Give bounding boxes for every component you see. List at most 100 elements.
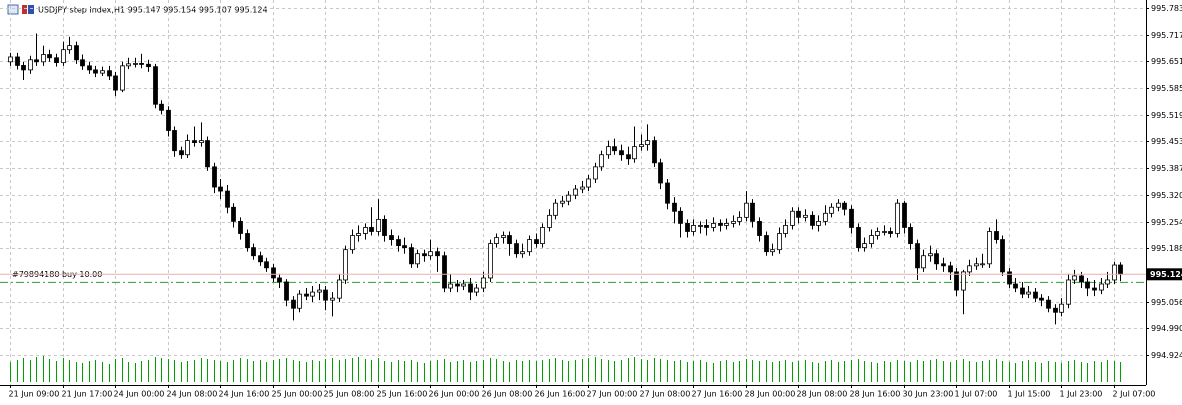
candle-body xyxy=(185,140,190,156)
candle-body xyxy=(606,146,611,156)
candle-body xyxy=(1085,281,1090,289)
candle-body xyxy=(639,144,644,148)
candle-body xyxy=(199,140,204,144)
candle-body xyxy=(448,283,453,289)
candle-body xyxy=(599,154,604,168)
candle-body xyxy=(113,75,118,91)
candle-body xyxy=(882,231,887,233)
x-tick-label: 25 Jun 00:00 xyxy=(272,390,323,399)
candle-body xyxy=(422,253,427,257)
candle-body xyxy=(461,283,466,287)
candle-body xyxy=(652,140,657,164)
candle-body xyxy=(658,162,663,184)
x-tick-label: 28 Jun 00:00 xyxy=(745,390,796,399)
x-tick-label: 26 Jun 16:00 xyxy=(535,390,586,399)
y-tick-label: 994.924 xyxy=(1151,351,1182,360)
y-tick-label: 995.056 xyxy=(1151,298,1182,307)
candle-body xyxy=(54,57,59,64)
y-tick-label: 995.585 xyxy=(1151,84,1182,93)
candle-body xyxy=(310,291,315,297)
candle-body xyxy=(645,140,650,146)
x-tick-label: 28 Jun 08:00 xyxy=(797,390,848,399)
candle-body xyxy=(323,289,328,301)
candle-body xyxy=(356,233,361,236)
candle-body xyxy=(488,243,493,279)
price-box-label: 995.124 xyxy=(1150,270,1182,279)
candle-body xyxy=(711,223,716,228)
candle-body xyxy=(823,212,828,222)
candle-body xyxy=(632,146,637,160)
x-tick-label: 26 Jun 00:00 xyxy=(429,390,480,399)
candle-body xyxy=(869,235,874,245)
candle-body xyxy=(540,227,545,245)
y-tick-label: 995.717 xyxy=(1151,31,1182,40)
candle-body xyxy=(724,223,729,226)
y-tick-label: 995.783 xyxy=(1151,4,1182,13)
candle-body xyxy=(100,70,105,74)
candle-body xyxy=(1026,291,1031,295)
x-tick-label: 24 Jun 00:00 xyxy=(114,390,165,399)
candle-body xyxy=(573,188,578,196)
candle-body xyxy=(1079,275,1084,283)
candle-body xyxy=(415,253,420,265)
y-tick-label: 995.188 xyxy=(1151,244,1182,253)
candle-body xyxy=(153,66,158,105)
candle-body xyxy=(619,150,624,156)
candle-body xyxy=(291,299,296,309)
candle-body xyxy=(593,166,598,180)
candle-body xyxy=(67,45,72,51)
candle-body xyxy=(402,245,407,249)
candle-body xyxy=(172,130,177,152)
candle-body xyxy=(566,194,571,202)
candle-body xyxy=(428,251,433,257)
candle-body xyxy=(47,54,52,59)
x-tick-label: 24 Jun 08:00 xyxy=(167,390,218,399)
candle-body xyxy=(685,223,690,232)
candle-body xyxy=(888,231,893,234)
candle-body xyxy=(974,263,979,267)
candle-body xyxy=(179,150,184,156)
x-tick-label: 21 Jun 09:00 xyxy=(9,390,60,399)
candle-body xyxy=(133,63,138,65)
candle-body xyxy=(665,182,670,204)
candle-body xyxy=(967,265,972,273)
candle-body xyxy=(225,190,230,208)
x-tick-label: 28 Jun 16:00 xyxy=(850,390,901,399)
candle-body xyxy=(698,225,703,227)
candle-body xyxy=(520,251,525,255)
candle-body xyxy=(948,265,953,273)
candle-body xyxy=(875,231,880,236)
candle-body xyxy=(810,214,815,226)
candle-body xyxy=(297,293,302,309)
candle-body xyxy=(744,202,749,218)
candle-body xyxy=(251,247,256,257)
candle-body xyxy=(836,202,841,208)
candle-body xyxy=(337,279,342,299)
candle-body xyxy=(159,103,164,111)
candle-body xyxy=(382,218,387,236)
candle-body xyxy=(350,235,355,251)
indicator-icon xyxy=(22,5,27,14)
x-tick-label: 27 Jun 08:00 xyxy=(640,390,691,399)
candle-body xyxy=(304,293,309,297)
x-tick-label: 30 Jun 23:00 xyxy=(903,390,954,399)
candle-body xyxy=(15,56,20,66)
candle-body xyxy=(1000,239,1005,273)
candle-body xyxy=(389,235,394,240)
candle-body xyxy=(80,59,85,67)
candle-body xyxy=(612,146,617,152)
candle-body xyxy=(501,235,506,238)
candle-body xyxy=(120,65,125,91)
candle-body xyxy=(961,271,966,291)
candle-body xyxy=(928,253,933,257)
candle-body xyxy=(87,65,92,71)
candle-body xyxy=(258,255,263,263)
candle-body xyxy=(534,239,539,245)
candle-body xyxy=(238,220,243,234)
candle-body xyxy=(553,202,558,216)
candle-body xyxy=(560,200,565,204)
candle-body xyxy=(218,186,223,192)
candle-body xyxy=(41,54,46,63)
